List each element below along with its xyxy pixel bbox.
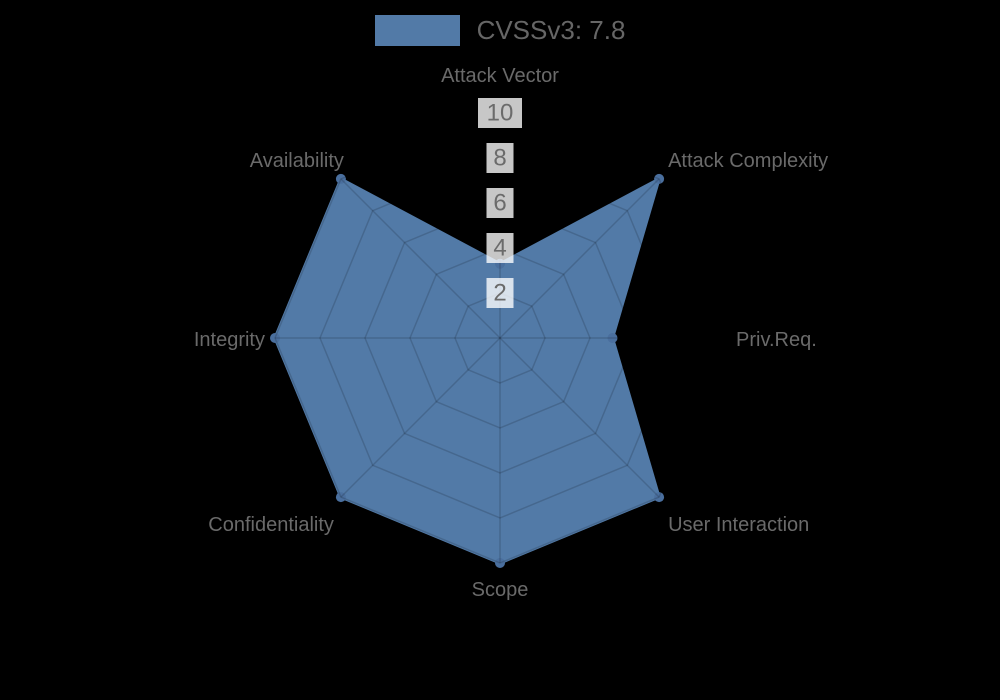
axis-spoke <box>340 178 501 339</box>
tick-label: 4 <box>493 235 506 262</box>
legend[interactable]: CVSSv3: 7.8 <box>0 15 1000 46</box>
data-point-marker <box>335 492 346 503</box>
tick-backdrop <box>486 233 514 263</box>
tick-backdrop <box>486 278 514 308</box>
tick-backdrop <box>486 188 514 218</box>
legend-swatch <box>374 15 460 46</box>
axis-label: Attack Complexity <box>668 150 828 172</box>
axis-label: Priv.Req. <box>736 329 817 351</box>
grid-ring <box>364 202 636 474</box>
legend-label: CVSSv3: 7.8 <box>476 15 626 45</box>
tick-backdrop <box>486 143 514 173</box>
axis-spoke <box>499 178 660 339</box>
axis-label: Availability <box>250 150 344 172</box>
axis-label: Attack Vector <box>441 65 559 87</box>
data-point-marker <box>654 173 665 184</box>
data-point-marker <box>335 173 346 184</box>
data-point-marker <box>654 492 665 503</box>
tick-label: 6 <box>493 190 506 217</box>
grid-ring <box>319 157 681 519</box>
data-point-marker <box>607 333 618 343</box>
axis-spoke <box>340 337 501 498</box>
data-point-marker <box>495 558 505 568</box>
axis-spoke <box>499 337 660 498</box>
tick-label: 8 <box>493 145 506 172</box>
tick-label: 10 <box>487 100 514 127</box>
tick-label: 2 <box>493 280 506 307</box>
axis-label: User Interaction <box>668 514 809 536</box>
axis-label: Confidentiality <box>208 514 334 536</box>
grid-ring <box>274 112 726 564</box>
axis-label: Integrity <box>194 329 265 351</box>
data-point-marker <box>270 333 280 343</box>
grid-ring <box>454 292 546 384</box>
grid-ring <box>409 247 591 429</box>
tick-backdrop <box>478 98 522 128</box>
axis-label: Scope <box>472 579 529 601</box>
